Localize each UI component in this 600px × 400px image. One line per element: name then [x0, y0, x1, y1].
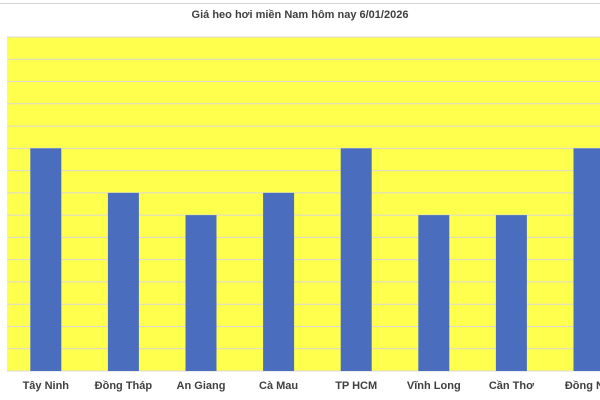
x-tick-label: An Giang — [177, 380, 226, 392]
x-tick-label: Cà Mau — [259, 380, 298, 392]
bar-6 — [495, 215, 527, 371]
bar-4 — [340, 148, 372, 371]
bar-1 — [107, 192, 139, 371]
chart-title: Giá heo hơi miền Nam hôm nay 6/01/2026 — [191, 9, 409, 21]
x-tick-label: Tây Ninh — [23, 380, 70, 392]
x-tick-label: Vĩnh Long — [407, 380, 461, 392]
bar-2 — [185, 215, 217, 371]
x-tick-label: Đồng Nai — [565, 380, 600, 392]
x-tick-label: TP HCM — [335, 380, 377, 392]
bar-0 — [30, 148, 62, 371]
x-tick-label: Đồng Tháp — [95, 380, 153, 392]
spreadsheet-row-border — [0, 0, 600, 4]
bar-5 — [418, 215, 450, 371]
bar-3 — [263, 192, 295, 371]
bar-7 — [573, 148, 600, 371]
x-tick-label: Cần Thơ — [489, 380, 534, 392]
